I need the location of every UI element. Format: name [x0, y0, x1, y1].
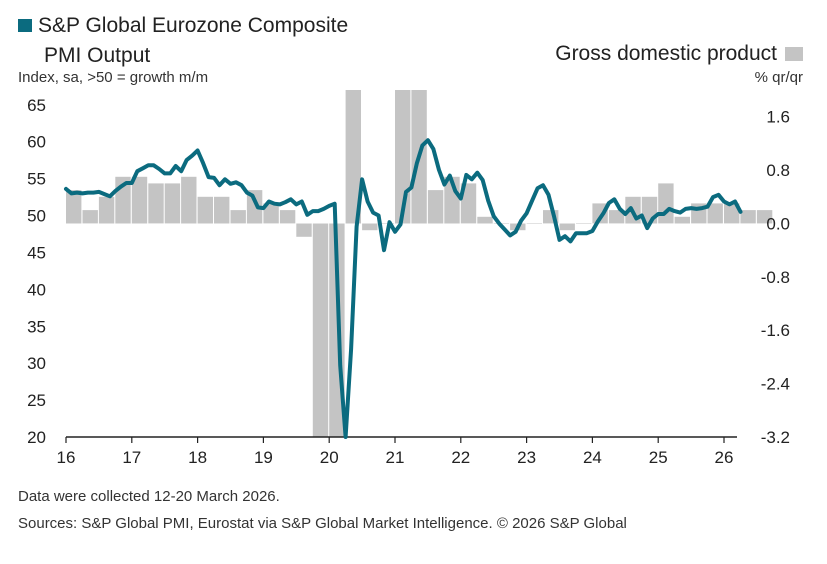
pmi-legend-title-line1: S&P Global Eurozone Composite [38, 14, 349, 37]
gdp-bars [66, 90, 773, 437]
right-tick-label: 0.8 [766, 161, 790, 180]
gdp-bar [197, 196, 213, 224]
gdp-legend-swatch [785, 46, 803, 61]
left-tick-label: 65 [27, 96, 46, 115]
gdp-bar [263, 203, 279, 224]
gdp-bar [296, 223, 312, 237]
gdp-bar [477, 216, 493, 224]
right-tick-label: -1.6 [761, 321, 790, 340]
gdp-bar [181, 176, 197, 224]
pmi-legend-swatch [18, 19, 32, 32]
x-axis: 16 17 18 19 20 21 22 23 24 25 26 [57, 437, 734, 467]
x-tick-label: 17 [122, 448, 141, 467]
x-tick-label: 24 [583, 448, 602, 467]
gdp-bar [148, 183, 164, 224]
x-tick-label: 22 [451, 448, 470, 467]
left-tick-label: 50 [27, 207, 46, 226]
gdp-bar [378, 223, 394, 224]
x-tick-label: 19 [254, 448, 273, 467]
left-tick-label: 30 [27, 354, 46, 373]
x-tick-label: 23 [517, 448, 536, 467]
right-tick-label: -0.8 [761, 268, 790, 287]
right-tick-label: -2.4 [761, 375, 790, 394]
gdp-legend-title: Gross domestic product [555, 42, 777, 65]
gdp-bar [674, 216, 690, 224]
pmi-legend-title-line2: PMI Output [44, 44, 151, 67]
x-tick-label: 25 [649, 448, 668, 467]
left-axis-subtitle: Index, sa, >50 = growth m/m [18, 69, 209, 86]
gdp-bar [279, 210, 296, 224]
gdp-bar [740, 210, 756, 224]
gdp-bar [756, 210, 773, 224]
gdp-bar [526, 223, 542, 224]
left-tick-label: 45 [27, 243, 46, 262]
gdp-bar [707, 203, 723, 224]
pmi-legend: S&P Global Eurozone Composite [18, 12, 348, 39]
gdp-bar [608, 210, 625, 224]
left-axis: 20 25 30 35 40 45 50 55 60 65 [27, 96, 46, 447]
gdp-bar [559, 223, 575, 231]
gdp-bar [345, 90, 361, 224]
left-tick-label: 40 [27, 280, 46, 299]
x-tick-label: 20 [320, 448, 339, 467]
gdp-bar [362, 223, 378, 231]
x-tick-label: 26 [715, 448, 734, 467]
gdp-bar [214, 196, 230, 224]
gdp-bar [576, 223, 592, 224]
gdp-bar [98, 196, 115, 224]
left-tick-label: 55 [27, 170, 46, 189]
left-tick-label: 60 [27, 133, 46, 152]
gdp-bar [230, 210, 246, 224]
left-tick-label: 35 [27, 317, 46, 336]
gdp-bar [246, 190, 263, 224]
data-collection-note: Data were collected 12-20 March 2026. [18, 488, 280, 505]
gdp-bar [724, 203, 740, 224]
gdp-bar [131, 176, 148, 224]
x-tick-label: 16 [57, 448, 76, 467]
right-axis-unit: % qr/qr [754, 69, 803, 86]
gdp-bar [460, 183, 477, 224]
right-axis: 1.6 0.8 0.0 -0.8 -1.6 -2.4 -3.2 [761, 108, 790, 447]
left-tick-label: 25 [27, 391, 46, 410]
gdp-bar [658, 183, 674, 224]
right-tick-label: -3.2 [761, 428, 790, 447]
right-tick-label: 1.6 [766, 108, 790, 127]
sources-note: Sources: S&P Global PMI, Eurostat via S&… [18, 515, 627, 532]
gdp-legend: Gross domestic product [555, 40, 803, 67]
x-tick-label: 21 [386, 448, 405, 467]
x-tick-label: 18 [188, 448, 207, 467]
gdp-bar [66, 190, 82, 224]
gdp-bar [164, 183, 181, 224]
left-tick-label: 20 [27, 428, 46, 447]
gdp-bar [427, 190, 444, 224]
right-tick-label: 0.0 [766, 214, 790, 233]
pmi-line [64, 138, 743, 439]
gdp-bar [82, 210, 98, 224]
gdp-bar [312, 223, 329, 437]
